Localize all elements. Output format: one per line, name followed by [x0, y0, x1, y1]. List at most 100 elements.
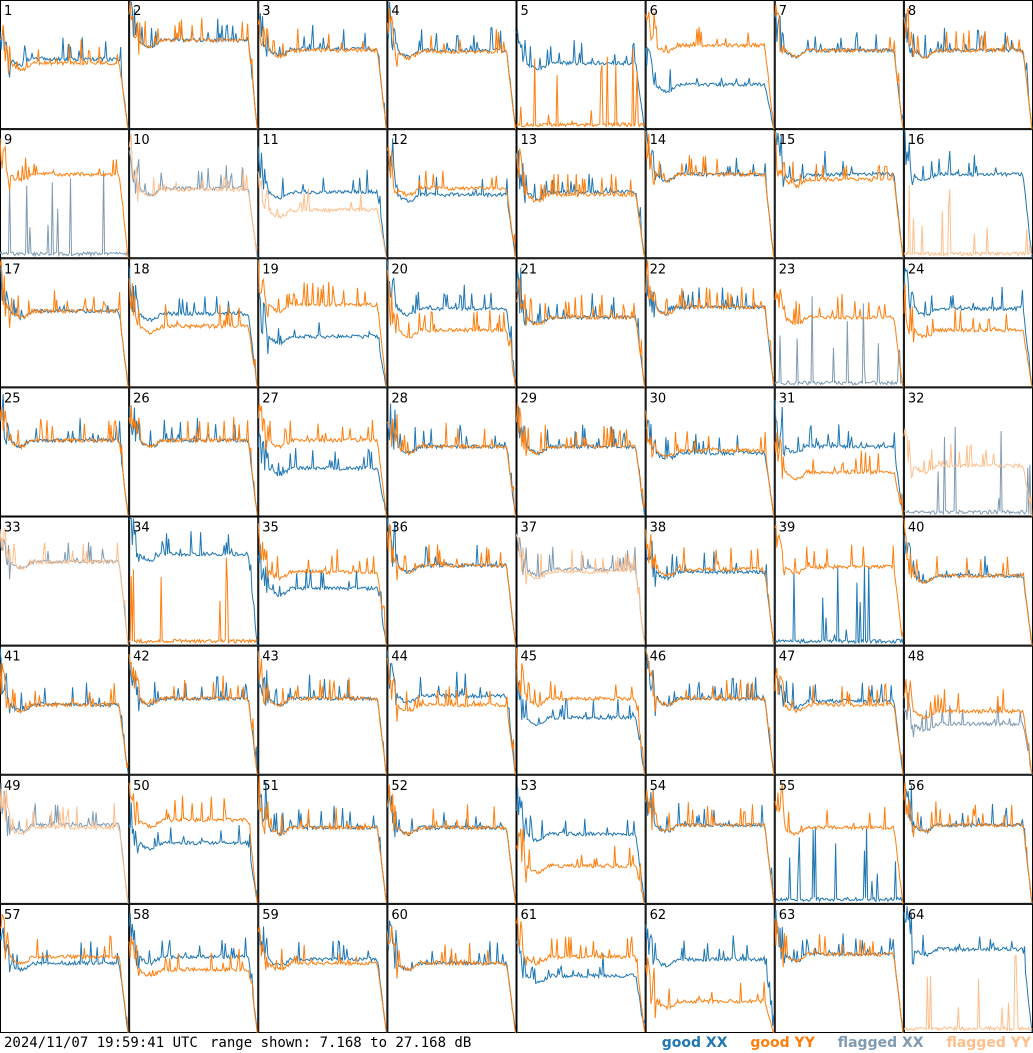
panel-label: 23	[779, 262, 796, 277]
panel-frame	[774, 129, 904, 259]
panel-frame	[387, 645, 517, 775]
series-xx-line	[257, 432, 387, 512]
panel-label: 30	[650, 391, 667, 406]
panel-label: 31	[779, 391, 796, 406]
panel-frame	[903, 0, 1033, 130]
panel-label: 24	[908, 262, 925, 277]
panel-label: 59	[262, 908, 279, 923]
panel-label: 41	[4, 650, 21, 665]
series-xx-line	[128, 406, 258, 515]
panel-frame	[258, 903, 388, 1033]
panel-22: 22	[645, 258, 775, 388]
panel-61: 61	[516, 903, 646, 1033]
series-yy-line	[257, 523, 387, 646]
series-xx-line	[903, 692, 1033, 775]
panel-frame	[129, 129, 259, 259]
series-yy-line	[128, 278, 258, 388]
panel-frame	[0, 0, 130, 130]
panel-20: 20	[386, 258, 517, 388]
series-xx-line	[516, 669, 646, 775]
panel-1: 1	[0, 0, 130, 130]
panel-label: 37	[521, 521, 538, 536]
timestamp: 2024/11/07 19:59:41 UTC	[4, 1035, 198, 1051]
panel-47: 47	[774, 645, 904, 775]
panel-label: 51	[262, 779, 279, 794]
panel-frame	[387, 0, 517, 130]
series-xx-line	[774, 10, 904, 120]
panel-frame	[774, 774, 904, 904]
panel-frame	[129, 387, 259, 517]
panel-24: 24	[903, 258, 1033, 388]
panel-label: 38	[650, 521, 667, 536]
panel-frame	[903, 645, 1033, 775]
series-yy-line	[386, 658, 516, 775]
panel-frame	[258, 774, 388, 904]
series-yy-line	[386, 926, 516, 1033]
panel-14: 14	[645, 129, 775, 259]
series-yy-line	[128, 782, 258, 904]
series-xx-line	[257, 146, 387, 259]
series-xx-line	[903, 267, 1033, 388]
panel-16: 16	[903, 129, 1033, 259]
panel-59: 59	[257, 903, 388, 1033]
panel-frame	[0, 387, 130, 517]
panel-23: 23	[774, 258, 904, 388]
panel-54: 54	[645, 774, 775, 904]
series-yy-line	[774, 918, 904, 1033]
panel-label: 47	[779, 650, 796, 665]
panel-38: 38	[645, 516, 775, 646]
series-yy-line	[257, 18, 387, 129]
panel-28: 28	[386, 387, 517, 517]
panel-frame	[129, 774, 259, 904]
panel-6: 6	[645, 0, 775, 130]
panel-57: 57	[0, 903, 130, 1033]
series-yy-line	[516, 828, 646, 905]
panel-51: 51	[257, 774, 388, 904]
series-xx-line	[128, 518, 258, 646]
panel-frame	[516, 258, 646, 388]
series-yy-line	[903, 782, 1033, 903]
panel-frame	[258, 645, 388, 775]
panel-label: 25	[4, 391, 21, 406]
series-yy-line	[774, 784, 904, 904]
panel-2: 2	[128, 0, 259, 130]
series-yy-line	[774, 131, 904, 258]
panel-label: 7	[779, 4, 787, 19]
series-yy-line	[257, 776, 387, 903]
panel-15: 15	[774, 129, 904, 259]
panel-label: 22	[650, 262, 667, 277]
panel-53: 53	[516, 774, 646, 905]
series-yy-line	[903, 518, 1033, 646]
panel-46: 46	[645, 645, 775, 775]
range-label: range shown: 7.168 to 27.168 dB	[210, 1035, 472, 1051]
panel-3: 3	[257, 0, 388, 130]
series-yy-line	[386, 145, 516, 259]
series-xx-line	[774, 565, 904, 645]
panel-frame	[129, 516, 259, 646]
panel-label: 13	[521, 133, 538, 148]
series-yy-line	[645, 649, 775, 775]
series-yy-line	[0, 406, 129, 517]
series-yy-line	[774, 432, 904, 517]
panel-frame	[129, 258, 259, 388]
series-xx-line	[387, 138, 516, 258]
panel-18: 18	[128, 258, 259, 388]
series-yy-line	[0, 260, 129, 388]
panel-34: 34	[128, 516, 259, 646]
panel-frame	[258, 258, 388, 388]
panel-label: 49	[4, 779, 21, 794]
panel-label: 33	[4, 521, 21, 536]
panel-label: 39	[779, 521, 796, 536]
panel-label: 45	[521, 650, 538, 665]
series-xx-line	[258, 926, 387, 1033]
panel-frame	[0, 516, 130, 646]
panel-frame	[774, 0, 904, 130]
panel-label: 29	[521, 391, 538, 406]
panel-33: 33	[0, 516, 130, 646]
panel-frame	[516, 774, 646, 904]
series-yy-line	[257, 926, 387, 1032]
panel-29: 29	[516, 387, 646, 517]
panel-frame	[903, 903, 1033, 1033]
panel-label: 15	[779, 133, 796, 148]
